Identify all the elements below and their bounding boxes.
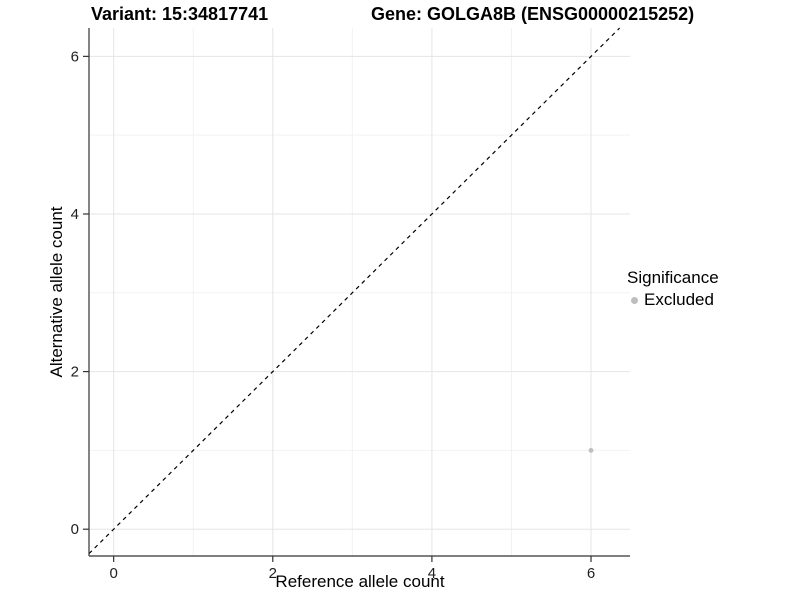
x-axis-label: Reference allele count xyxy=(275,572,445,591)
excluded-point-icon xyxy=(631,296,638,304)
svg-text:4: 4 xyxy=(71,206,79,223)
svg-text:0: 0 xyxy=(71,521,79,538)
svg-text:4: 4 xyxy=(428,565,436,582)
svg-text:6: 6 xyxy=(587,565,595,582)
svg-text:2: 2 xyxy=(71,364,79,381)
legend-item-excluded: Excluded xyxy=(627,290,719,310)
y-axis-label: Alternative allele count xyxy=(47,206,66,378)
legend-item-label: Excluded xyxy=(644,290,714,309)
svg-text:0: 0 xyxy=(109,565,117,582)
legend: Significance Excluded xyxy=(627,266,719,310)
variant-title: Variant: 15:34817741 xyxy=(91,4,269,24)
svg-text:2: 2 xyxy=(269,565,277,582)
gene-title: Gene: GOLGA8B (ENSG00000215252) xyxy=(371,4,695,24)
legend-title: Significance xyxy=(627,268,719,287)
svg-text:6: 6 xyxy=(71,48,79,65)
